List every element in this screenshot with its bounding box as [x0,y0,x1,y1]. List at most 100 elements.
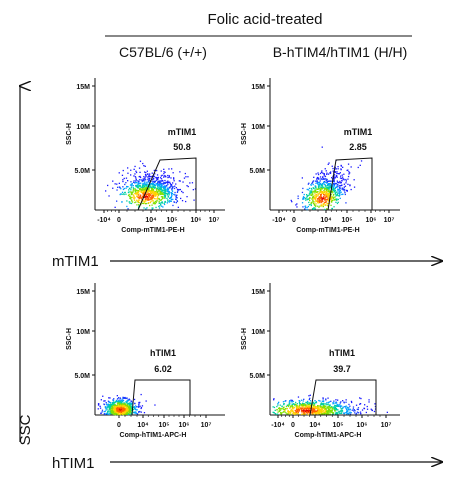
gate-polygon[interactable] [131,379,191,416]
event-dot [315,173,317,175]
event-dot [294,407,296,409]
event-dot [332,186,334,188]
event-dot [168,176,170,178]
event-dot [134,408,136,410]
event-dot [148,196,150,198]
event-dot [340,175,342,177]
event-dot [308,201,310,204]
event-dot [321,170,323,172]
event-dot [307,404,309,406]
event-dot [137,196,139,199]
event-dot [332,403,334,405]
event-dot [289,400,291,402]
event-dot [117,406,120,408]
event-dot [181,190,183,193]
event-dot [320,178,323,180]
event-dot [335,201,337,203]
event-dot [151,192,153,194]
event-dot [164,182,167,184]
event-dot [340,165,342,167]
event-dot [304,205,306,208]
event-dot [144,171,146,173]
event-dot [170,185,172,187]
event-dot [119,410,121,412]
event-dot [345,189,348,192]
x-tick-label: 10⁵ [166,217,177,224]
event-dot [138,187,140,189]
gate-polygon[interactable] [309,379,377,416]
event-dot [304,409,306,412]
event-dot [159,182,162,184]
event-dot [145,198,148,200]
event-dot [176,191,179,193]
event-dot [140,197,142,199]
event-dot [361,409,364,411]
event-dot [288,411,290,413]
event-dot [332,402,334,404]
x-tick-label: 0 [117,217,121,224]
event-dot [125,409,127,412]
event-dot [305,412,308,414]
event-dot [346,189,348,192]
event-dot [318,412,321,414]
event-dot [119,409,121,411]
event-dot [146,181,148,183]
gate-polygon[interactable] [137,157,197,211]
event-dot [147,197,149,199]
event-dot [165,186,167,188]
event-dot [157,182,159,184]
event-dot [317,182,319,184]
event-dot [288,412,290,415]
event-dot [312,401,315,403]
event-dot [120,406,122,408]
event-dot [293,412,295,414]
event-dot [308,411,310,414]
event-dot [191,182,194,184]
event-dot [100,412,102,414]
x-tick-label: -10⁴ [272,217,286,224]
event-dot [325,198,328,201]
event-dot [142,184,144,187]
event-dot [328,406,330,408]
event-dot [314,189,317,191]
event-dot [129,195,131,197]
event-dot [340,401,342,403]
event-dot [113,411,115,413]
event-dot [322,410,324,413]
event-dot [103,403,105,405]
event-dot [306,403,308,405]
event-dot [113,407,115,409]
event-dot [116,413,118,415]
event-dot [134,403,136,405]
event-dot [312,193,314,196]
event-dot [314,204,316,207]
event-dot [328,189,330,192]
event-dot [278,401,280,403]
event-dot [318,196,320,198]
gate-label: hTIM1 [329,348,355,358]
gate-polygon[interactable] [327,157,373,211]
event-dot [323,194,325,196]
event-dot [144,182,146,184]
event-dot [319,176,322,178]
event-dot [173,201,175,203]
event-dot [158,199,160,201]
event-dot [118,405,120,407]
event-dot [157,197,159,199]
event-dot [317,191,319,193]
event-dot [284,408,286,410]
event-dot [135,201,137,203]
event-dot [155,183,157,185]
event-dot [174,191,176,194]
event-dot [135,170,137,172]
event-dot [147,173,149,175]
event-dot [305,197,307,199]
event-dot [316,411,319,413]
event-dot [127,194,130,197]
event-dot [344,185,347,187]
event-dot [127,405,129,407]
event-dot [338,185,341,187]
x-axis-label: Comp-hTIM1-APC-H [295,432,362,439]
event-dot [176,200,179,203]
event-dot [147,193,149,195]
